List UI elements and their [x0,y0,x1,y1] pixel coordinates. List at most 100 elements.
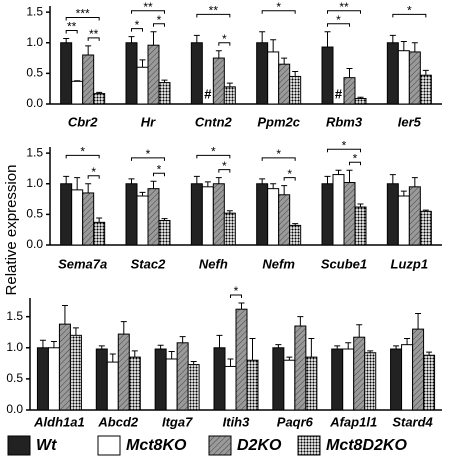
bar [165,358,178,411]
error-bar [259,178,266,184]
bar [125,42,138,105]
significance-label: * [222,159,227,173]
error-bar [367,350,374,353]
significance-bracket [327,148,361,153]
bar [93,93,106,105]
significance-bracket [261,10,296,14]
significance-label: * [80,145,85,159]
legend-label: D2KO [237,437,282,454]
significance-bracket [65,29,78,34]
error-bar [120,321,127,335]
bar [213,347,226,411]
legend-swatch [297,435,321,456]
bar [364,352,377,411]
legend-swatch [7,435,31,456]
significance-label: ** [209,4,219,18]
error-bar [139,59,146,68]
significance-bracket [230,294,242,298]
significance-bracket [153,172,165,177]
bar [147,188,160,246]
significance-bracket [218,169,231,173]
error-bar [216,334,223,348]
y-tick-label: 0.0 [26,237,43,251]
significance-label: * [287,167,292,181]
bar [93,221,106,246]
bar [305,356,318,411]
bar [60,183,73,246]
significance-bracket [218,42,231,46]
x-tick-label: Cntn2 [195,114,233,129]
error-bar [226,82,233,87]
bar [95,348,108,411]
error-bar [308,337,315,358]
bar [321,46,334,105]
legend-label: Mct8D2KO [326,437,407,454]
bar [397,195,410,246]
error-bar [193,34,200,43]
value-label: # [335,86,343,101]
bar [58,323,71,411]
error-bar [334,345,341,350]
error-bar [50,341,57,348]
error-bar [168,351,175,359]
bar [82,192,95,246]
bar [69,334,82,411]
bar [412,328,425,411]
significance-label: * [336,13,341,27]
error-bar [150,31,157,46]
error-bar [131,350,138,358]
bar [267,188,280,246]
error-bar [150,180,157,189]
y-tick-label: 1.5 [26,4,43,18]
significance-label: * [276,147,281,161]
bar [342,348,355,411]
error-bar [96,91,103,94]
error-bar [389,174,396,184]
bar [223,212,236,246]
error-bar [39,339,46,348]
bar [212,183,225,246]
bar [36,347,49,411]
error-bar [422,69,429,76]
error-bar [238,302,245,310]
bar [201,186,214,246]
error-bar [128,178,135,184]
bar [256,183,269,246]
bar [401,344,414,411]
bar [343,182,356,246]
x-tick-label: Cbr2 [68,114,98,129]
error-bar [404,337,411,345]
x-tick-label: Nefm [262,256,295,271]
x-tick-label: Abcd2 [97,414,139,429]
bar [283,359,296,411]
error-bar [74,80,81,82]
significance-bracket [283,177,296,181]
bar [176,342,189,411]
bar [419,210,432,246]
x-tick-label: Itih3 [223,414,250,429]
significance-label: ** [89,27,99,41]
significance-bracket [87,175,100,179]
bar [154,348,167,411]
error-bar [63,37,70,43]
significance-label: *** [76,7,90,21]
significance-label: * [91,165,96,179]
bar [332,174,345,246]
x-tick-label: Hr [141,114,156,129]
significance-bracket [131,157,165,161]
y-tick-label: 1.0 [26,176,43,190]
error-bar [356,324,363,338]
error-bar [139,191,146,196]
significance-label: * [146,147,151,161]
x-tick-label: Itga7 [162,414,193,429]
bar [390,348,403,411]
bar [60,42,73,105]
x-tick-label: Paqr6 [277,414,314,429]
significance-bracket [65,154,100,159]
significance-label: * [342,138,347,152]
error-bar [281,57,288,65]
significance-label: * [407,4,412,18]
bar [289,224,302,246]
x-tick-label: Ier5 [398,114,422,129]
legend-swatch [97,435,121,456]
